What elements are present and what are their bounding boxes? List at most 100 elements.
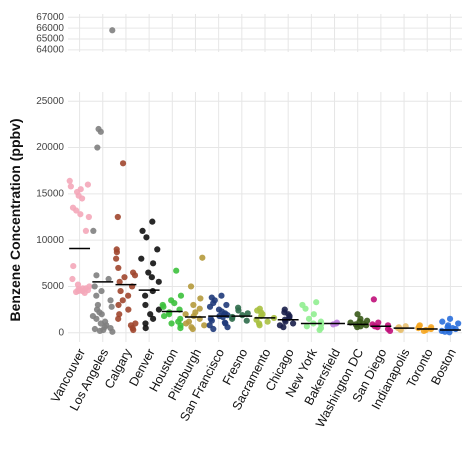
data-point xyxy=(148,274,155,281)
data-point xyxy=(142,325,149,332)
data-point xyxy=(113,255,120,262)
data-point xyxy=(289,320,297,327)
data-point xyxy=(69,275,76,283)
data-point xyxy=(115,264,122,272)
data-point xyxy=(125,292,132,299)
data-point xyxy=(149,218,156,225)
data-point xyxy=(96,327,104,334)
data-point xyxy=(177,292,185,299)
data-point xyxy=(256,322,263,329)
data-point xyxy=(98,311,105,318)
data-point xyxy=(415,325,422,332)
data-point xyxy=(66,177,73,184)
data-point xyxy=(302,305,309,312)
data-point xyxy=(73,207,80,214)
data-point xyxy=(363,322,370,329)
data-point xyxy=(130,326,137,334)
data-point xyxy=(190,301,197,309)
y-tick-label: 25000 xyxy=(36,96,64,107)
data-point xyxy=(370,296,377,303)
data-point xyxy=(452,325,459,333)
y-tick-label: 65000 xyxy=(36,34,64,45)
data-point xyxy=(125,306,132,313)
data-point xyxy=(154,246,161,253)
data-point xyxy=(386,327,394,334)
data-point xyxy=(117,287,124,295)
data-point xyxy=(197,295,204,302)
data-point xyxy=(446,315,454,322)
data-point xyxy=(131,272,139,279)
data-point xyxy=(90,227,97,234)
data-point xyxy=(142,292,149,299)
data-point xyxy=(109,328,116,335)
data-point xyxy=(142,320,149,327)
data-point xyxy=(93,292,100,299)
data-point xyxy=(114,213,121,221)
data-point xyxy=(171,300,178,307)
data-point xyxy=(67,183,74,190)
data-point xyxy=(168,320,175,327)
data-point xyxy=(199,254,206,261)
data-point xyxy=(84,181,91,188)
data-point xyxy=(244,310,251,317)
data-point xyxy=(354,311,361,318)
data-point xyxy=(155,306,163,313)
data-point xyxy=(91,283,98,290)
data-point xyxy=(303,323,310,330)
data-point xyxy=(196,305,203,312)
data-point xyxy=(149,260,157,267)
data-point xyxy=(78,195,86,202)
data-point xyxy=(224,324,231,331)
data-point xyxy=(115,315,122,322)
data-point xyxy=(243,317,250,324)
y-tick-label: 5000 xyxy=(42,281,65,292)
data-point xyxy=(239,312,246,319)
data-point xyxy=(149,315,157,322)
data-point xyxy=(455,320,462,327)
data-point xyxy=(305,315,313,322)
data-point xyxy=(105,275,112,283)
data-point xyxy=(142,301,149,309)
data-point xyxy=(115,301,122,309)
data-point xyxy=(85,213,92,221)
data-point xyxy=(160,303,167,310)
data-point xyxy=(190,312,197,320)
data-point xyxy=(113,249,120,256)
data-point xyxy=(210,325,217,333)
data-point xyxy=(187,283,195,290)
data-point xyxy=(173,267,180,274)
data-point xyxy=(330,321,337,328)
data-point xyxy=(316,326,323,334)
data-point xyxy=(109,27,116,34)
data-point xyxy=(155,278,162,285)
data-point xyxy=(310,311,317,318)
data-point xyxy=(79,285,86,292)
data-point xyxy=(108,303,115,310)
data-point xyxy=(147,311,154,318)
data-point xyxy=(264,318,271,325)
data-point xyxy=(97,128,104,135)
data-point xyxy=(70,262,77,270)
data-point xyxy=(116,278,123,285)
data-point xyxy=(149,287,156,295)
data-point xyxy=(93,272,100,279)
data-point xyxy=(374,324,381,331)
y-tick-label: 15000 xyxy=(36,188,64,199)
data-point xyxy=(182,320,190,327)
data-point xyxy=(127,322,135,329)
data-point xyxy=(119,297,126,304)
data-point xyxy=(138,255,145,262)
data-point xyxy=(229,315,236,322)
data-point xyxy=(201,322,208,329)
data-point xyxy=(208,317,215,324)
data-point xyxy=(139,227,146,234)
data-point xyxy=(145,269,152,276)
data-point xyxy=(189,325,196,333)
data-point xyxy=(93,315,100,322)
y-tick-label: 0 xyxy=(58,327,64,338)
y-axis-title: Benzene Concentration (ppbv) xyxy=(7,118,23,321)
data-point xyxy=(82,227,90,234)
y-tick-label: 67000 xyxy=(36,12,64,23)
